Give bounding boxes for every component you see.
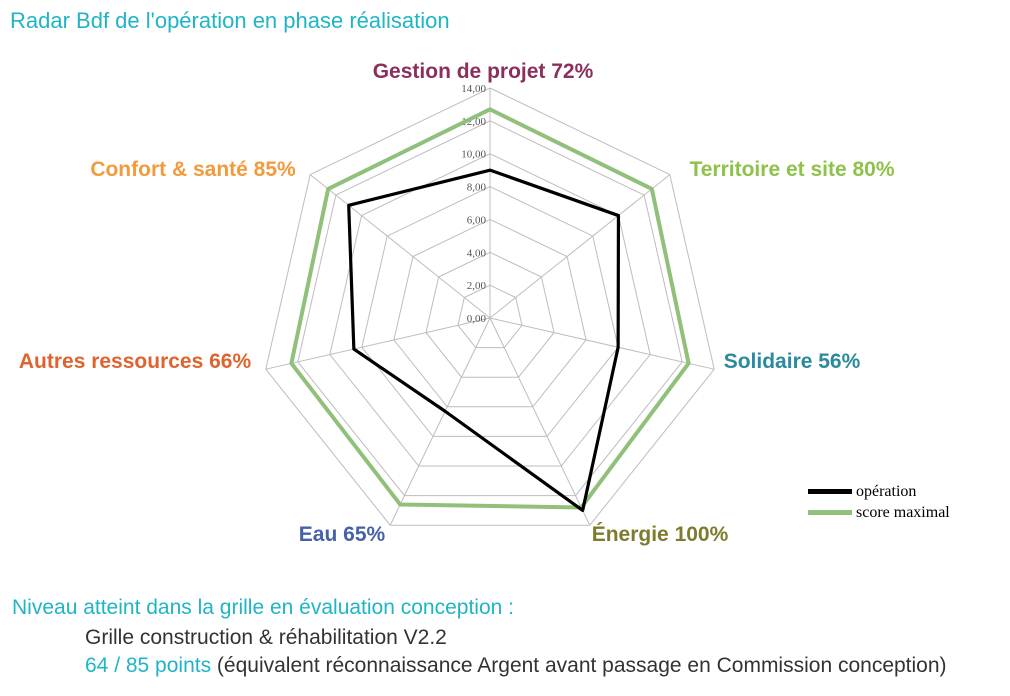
- grid-spoke: [489, 317, 715, 370]
- footer-points-line: 64 / 85 points (équivalent réconnaissanc…: [12, 654, 947, 678]
- series-line: [289, 107, 691, 510]
- footer-points: 64 / 85 points: [85, 654, 212, 677]
- legend-label-operation: opération: [856, 482, 917, 500]
- tick-label: 14,00: [461, 83, 486, 95]
- legend-item-operation: opération: [808, 481, 950, 502]
- grid-spoke: [489, 317, 591, 526]
- tick-label: 0,00: [467, 313, 487, 325]
- tick-label: 4,00: [467, 247, 487, 259]
- tick-label: 10,00: [461, 149, 486, 161]
- grid-ring: [393, 218, 587, 408]
- axis-label: Gestion de projet 72%: [372, 60, 594, 83]
- footer-grid-version: Grille construction & réhabilitation V2.…: [85, 626, 447, 649]
- grid-ring: [425, 251, 555, 378]
- footer: Niveau atteint dans la grille en évaluat…: [12, 596, 947, 682]
- tick-label: 8,00: [467, 182, 487, 194]
- grid-ring: [297, 120, 683, 497]
- axis-label: Eau 65%: [298, 523, 386, 546]
- legend-item-score-maximal: score maximal: [808, 502, 950, 523]
- footer-note: (équivalent réconnaissance Argent avant …: [211, 654, 947, 677]
- tick-label: 2,00: [467, 280, 487, 292]
- legend-swatch-operation: [808, 489, 852, 494]
- grid-ring: [457, 284, 523, 349]
- axis-label: Autres ressources 66%: [18, 350, 252, 373]
- legend-label-score-maximal: score maximal: [856, 503, 950, 521]
- axis-label: Territoire et site 80%: [689, 158, 895, 181]
- axis-label: Solidaire 56%: [723, 350, 861, 373]
- axis-label: Énergie 100%: [591, 523, 729, 546]
- grid-spoke: [309, 174, 491, 319]
- legend-swatch-score-maximal: [808, 510, 852, 515]
- grid-spoke: [489, 174, 671, 319]
- grid-ring: [361, 186, 619, 437]
- series-line: [347, 168, 621, 513]
- grid-ring: [329, 153, 651, 467]
- footer-heading: Niveau atteint dans la grille en évaluat…: [12, 596, 514, 619]
- grid-ring: [265, 87, 715, 526]
- page-title: Radar Bdf de l'opération en phase réalis…: [10, 8, 450, 33]
- radar-series: [289, 107, 691, 513]
- radar-grid: [265, 87, 715, 526]
- grid-spoke: [265, 317, 491, 370]
- legend: opération score maximal: [808, 481, 950, 523]
- axis-label: Confort & santé 85%: [90, 158, 296, 181]
- tick-label: 6,00: [467, 214, 487, 226]
- grid-spoke: [389, 317, 491, 526]
